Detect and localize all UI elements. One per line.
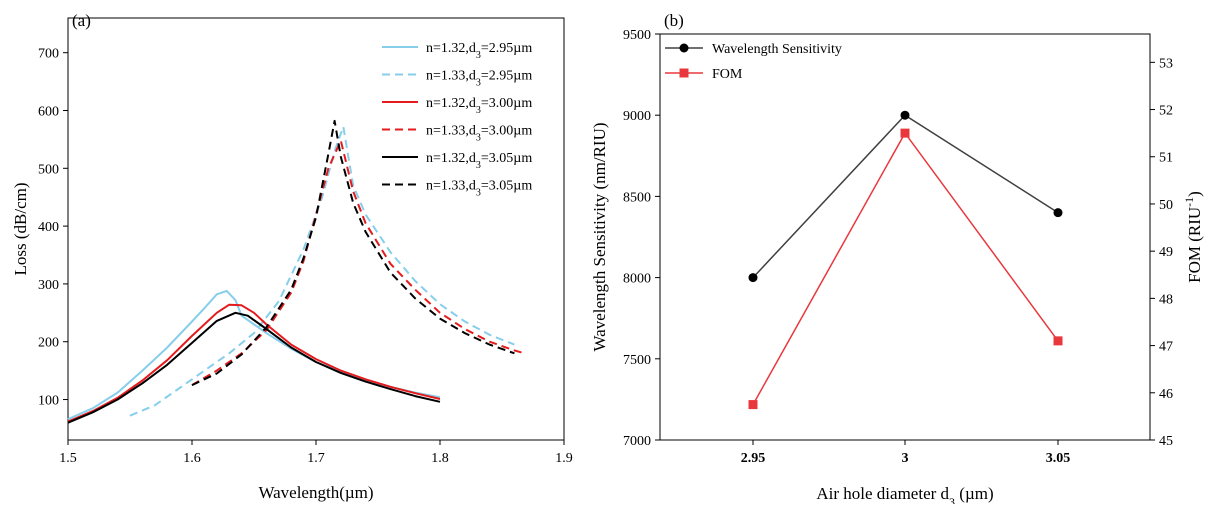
- panel-a-y-tick-label: 700: [38, 47, 59, 62]
- panel-b-y-axis-title: Wavelength Sensitivity (nm/RIU): [590, 122, 609, 351]
- panel-b-label: (b): [664, 11, 684, 30]
- panel-a-x-tick-label: 1.8: [431, 451, 449, 466]
- panel-a-series-line-5: [67, 311, 441, 424]
- panel-b-series: [748, 110, 1063, 410]
- panel-a-legend-label: n=1.32,d3=3.00µm: [426, 96, 532, 116]
- panel-b-y-tick-label: 8000: [623, 272, 651, 287]
- panel-b-point-fom: [1053, 336, 1063, 346]
- panel-b-point-fom: [748, 400, 758, 410]
- panel-b-chart: (b) 2.95 3 3.05 7000 7500 8000 8500 9000 9500 4…: [590, 11, 1204, 509]
- panel-a-y-tick-label: 600: [38, 104, 59, 119]
- panel-a-legend-label: n=1.32,d3=3.05µm: [426, 151, 532, 171]
- panel-b-x-tick-label: 3: [902, 451, 909, 466]
- panel-a-y-tick-label: 500: [38, 162, 59, 177]
- panel-b-y-tick-label: 9500: [623, 28, 651, 43]
- panel-a-y-ticks: 100 200 300 400 500 600 700: [38, 47, 68, 409]
- panel-b-y2-tick-label: 45: [1159, 434, 1173, 449]
- panel-b-y-tick-label: 8500: [623, 190, 651, 205]
- panel-b-right-y-ticks: 45 46 47 48 49 50 51 52 53: [1150, 56, 1173, 449]
- panel-a-x-tick-label: 1.7: [307, 451, 325, 466]
- panel-b-point-sensitivity: [900, 110, 910, 120]
- panel-a-y-tick-label: 200: [38, 336, 59, 351]
- panel-a-series-lines: [67, 119, 525, 424]
- panel-b-legend: Wavelength Sensitivity FOM: [665, 42, 842, 82]
- panel-a-x-tick-label: 1.5: [59, 451, 77, 466]
- panel-b-left-y-ticks: 7000 7500 8000 8500 9000 9500: [623, 28, 660, 449]
- panel-b-y2-axis-title: FOM (RIU-1): [1182, 191, 1204, 283]
- panel-a-x-tick-label: 1.6: [183, 451, 201, 466]
- panel-a-legend-label: n=1.33,d3=3.05µm: [426, 179, 532, 199]
- panel-a-legend-label: n=1.33,d3=3.00µm: [426, 124, 532, 144]
- panel-b-x-tick-label: 3.05: [1046, 451, 1071, 466]
- panel-b-y2-tick-label: 51: [1159, 151, 1173, 166]
- panel-b-point-sensitivity: [1053, 208, 1063, 218]
- panel-a-chart: (a) 1.5 1.6 1.7 1.8 1.9 100 200 300 400 500 600 70…: [11, 11, 573, 502]
- panel-a-y-tick-label: 300: [38, 278, 59, 293]
- panel-b-series-line-2: [752, 131, 1059, 405]
- panel-b-y-tick-label: 9000: [623, 109, 651, 124]
- panel-b-y2-tick-label: 48: [1159, 292, 1173, 307]
- panel-a-series-line-3: [67, 303, 441, 423]
- panel-b-x-tick-label: 2.95: [741, 451, 766, 466]
- panel-b-y-tick-label: 7000: [623, 434, 651, 449]
- panel-a-series-line-2: [129, 125, 515, 417]
- panel-b-series-line-1: [752, 114, 1059, 279]
- panel-a-x-axis-title: Wavelength(µm): [258, 483, 373, 502]
- panel-a-legend-label: n=1.33,d3=2.95µm: [426, 69, 532, 89]
- panel-b-y2-tick-label: 53: [1159, 56, 1173, 71]
- panel-b-y2-tick-label: 50: [1159, 198, 1173, 213]
- panel-a-label: (a): [72, 11, 91, 30]
- panel-a-series-line-4: [191, 139, 525, 386]
- panel-b-y2-tick-label: 47: [1159, 340, 1173, 355]
- panel-b-x-ticks: 2.95 3 3.05: [741, 440, 1071, 466]
- panel-b-legend-marker: [679, 68, 689, 78]
- panel-a-y-tick-label: 400: [38, 220, 59, 235]
- panel-a-y-axis-title: Loss (dB/cm): [11, 182, 30, 275]
- panel-a-series-line-6: [191, 119, 515, 387]
- panel-a-x-tick-label: 1.9: [555, 451, 573, 466]
- panel-a-legend: n=1.32,d3=2.95µm n=1.33,d3=2.95µm n=1.32,d…: [382, 41, 532, 198]
- panel-b-y2-tick-label: 46: [1159, 387, 1173, 402]
- panel-b-x-axis-title: Air hole diameter d3 (µm): [816, 484, 993, 504]
- panel-a-series-line-1: [67, 289, 441, 421]
- panel-a-legend-label: n=1.32,d3=2.95µm: [426, 41, 532, 61]
- panel-b-y2-tick-label: 49: [1159, 245, 1173, 260]
- panel-a-x-ticks: 1.5 1.6 1.7 1.8 1.9: [59, 440, 573, 466]
- panel-b-plot-frame: [659, 33, 1151, 441]
- panel-b-point-sensitivity: [748, 273, 758, 283]
- panel-b-legend-marker: [679, 43, 689, 53]
- panel-b-point-fom: [900, 128, 910, 138]
- panel-b-legend-label: FOM: [712, 67, 743, 82]
- panel-b-y2-tick-label: 52: [1159, 104, 1173, 119]
- panel-a-y-tick-label: 100: [38, 394, 59, 409]
- panel-b-y-tick-label: 7500: [623, 353, 651, 368]
- panel-b-legend-label: Wavelength Sensitivity: [712, 42, 842, 57]
